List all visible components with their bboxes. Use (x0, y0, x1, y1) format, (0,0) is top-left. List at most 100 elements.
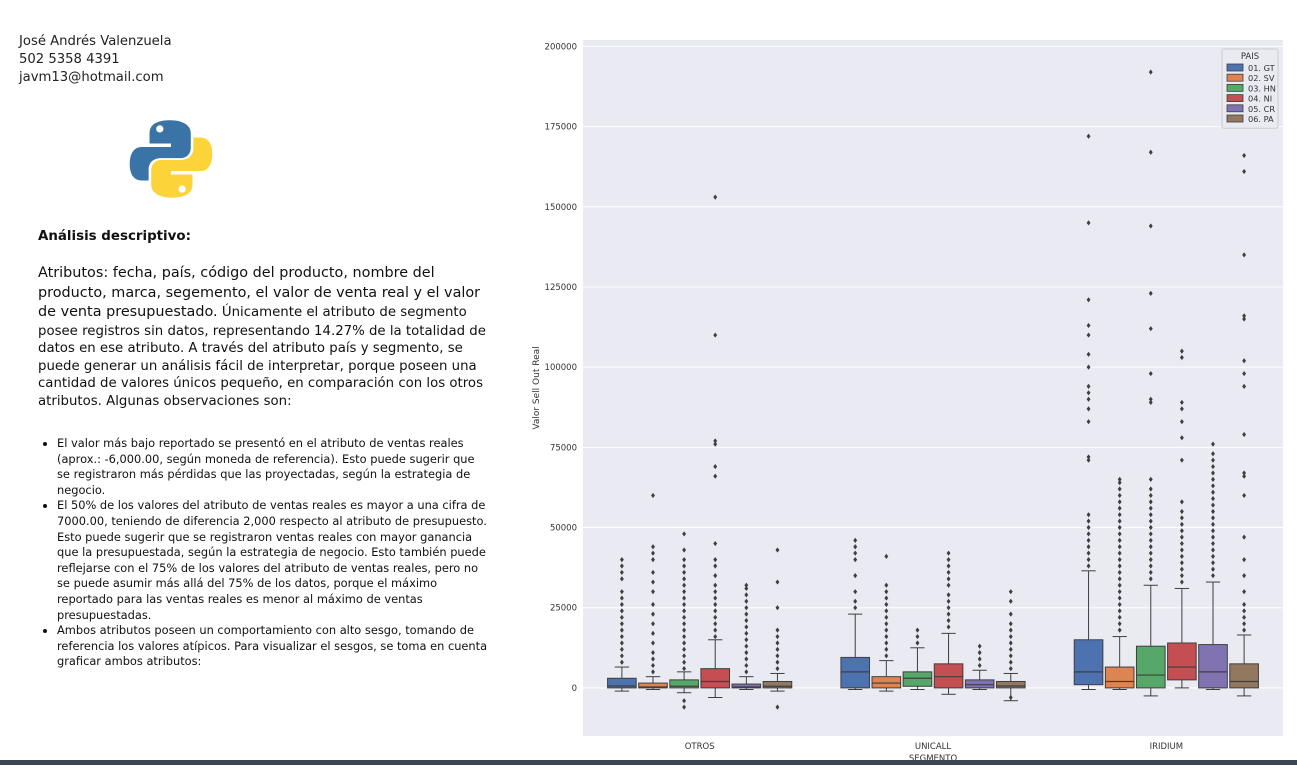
outlier-point (775, 627, 780, 633)
outlier-point (651, 656, 655, 662)
legend-title: PAIS (1241, 52, 1259, 62)
outlier-point (1148, 569, 1153, 576)
box (607, 677, 637, 689)
outlier-point (1117, 531, 1122, 537)
outlier-point (1148, 531, 1153, 537)
outlier-point (1148, 556, 1153, 563)
outlier-point (1179, 528, 1184, 534)
outlier-point (1242, 573, 1247, 579)
outlier-point (1211, 483, 1215, 489)
outlier-point (1211, 496, 1215, 502)
legend-entry: 02. SV (1248, 73, 1275, 83)
box (933, 663, 964, 689)
box (871, 676, 902, 689)
outlier-point (1117, 556, 1122, 563)
outlier-point (1148, 563, 1153, 569)
x-tick-label: IRIDIUM (1150, 742, 1184, 752)
y-tick-label: 75000 (550, 443, 577, 453)
outlier-point (1179, 515, 1184, 521)
y-tick-label: 125000 (545, 283, 577, 293)
outlier-point (946, 624, 951, 630)
outlier-point (1148, 576, 1153, 582)
outlier-point (1117, 512, 1122, 518)
legend-swatch (1226, 94, 1244, 102)
box (1229, 663, 1259, 689)
y-tick-label: 25000 (550, 604, 577, 614)
analysis-lead: Atributos: fecha, país, código del produ… (38, 265, 481, 320)
y-tick-label: 150000 (545, 203, 577, 213)
outlier-point (1179, 435, 1184, 441)
outlier-point (946, 556, 951, 563)
outlier-point (1242, 601, 1247, 608)
outlier-point (1086, 524, 1091, 531)
outlier-point (775, 659, 780, 665)
outlier-point (1086, 220, 1091, 226)
outlier-point (1179, 553, 1184, 559)
outlier-point (1211, 489, 1215, 495)
outlier-point (1179, 457, 1184, 463)
outlier-point (1242, 370, 1247, 377)
box (1167, 642, 1197, 681)
outlier-point (1148, 69, 1153, 75)
outlier-point (1086, 406, 1091, 412)
outlier-point (1211, 502, 1215, 508)
analysis-heading: Análisis descriptivo: (38, 229, 191, 244)
outlier-point (713, 438, 718, 444)
outlier-point (1242, 614, 1247, 620)
outlier-point (1211, 547, 1215, 553)
outlier-point (1086, 351, 1091, 357)
outlier-point (1086, 550, 1091, 556)
outlier-point (651, 556, 655, 563)
box (762, 680, 793, 689)
outlier-point (651, 589, 655, 595)
outlier-point (1148, 326, 1153, 332)
outlier-point (651, 662, 655, 669)
outlier-point (775, 646, 780, 653)
outlier-point (1148, 550, 1153, 556)
outlier-point (1179, 508, 1184, 515)
observation-item: El 50% de los valores del atributo de ve… (57, 498, 489, 623)
outlier-point (946, 617, 951, 624)
legend-entry: 05. CR (1248, 104, 1275, 114)
legend-entry: 03. HN (1248, 83, 1276, 93)
outlier-point (1179, 547, 1184, 553)
outlier-point (946, 605, 951, 611)
outlier-point (1242, 316, 1247, 322)
outlier-point (1086, 544, 1091, 550)
outlier-point (1148, 149, 1153, 155)
author-phone: 502 5358 4391 (19, 52, 120, 67)
box (995, 680, 1026, 689)
outlier-point (1117, 569, 1122, 576)
observations-list: El valor más bajo reportado se presentó … (40, 436, 489, 670)
outlier-point (1211, 566, 1215, 572)
outlier-point (1179, 499, 1184, 505)
outlier-point (651, 611, 655, 617)
outlier-point (1148, 505, 1153, 511)
outlier-point (1086, 297, 1091, 303)
outlier-point (1242, 152, 1247, 159)
outlier-point (946, 611, 951, 617)
box (964, 679, 995, 689)
outlier-point (1211, 508, 1215, 515)
outlier-point (1117, 537, 1122, 543)
analysis-body: Únicamente el atributo de segmento posee… (38, 305, 486, 409)
outlier-point (1117, 476, 1122, 483)
outlier-point (1086, 454, 1091, 460)
outlier-point (651, 579, 655, 585)
outlier-point (775, 547, 780, 553)
outlier-point (1086, 531, 1091, 537)
outlier-point (1086, 518, 1091, 524)
outlier-point (1179, 579, 1184, 585)
outlier-point (775, 633, 780, 640)
outlier-point (775, 640, 780, 646)
legend-swatch (1226, 73, 1244, 82)
box (1135, 645, 1166, 689)
outlier-point (1242, 492, 1247, 499)
outlier-point (775, 666, 780, 672)
outlier-point (1117, 614, 1122, 620)
box (1198, 644, 1228, 689)
outlier-point (1242, 252, 1247, 258)
outlier-point (1242, 621, 1247, 627)
outlier-point (1086, 457, 1091, 463)
x-tick-label: OTROS (685, 742, 715, 752)
